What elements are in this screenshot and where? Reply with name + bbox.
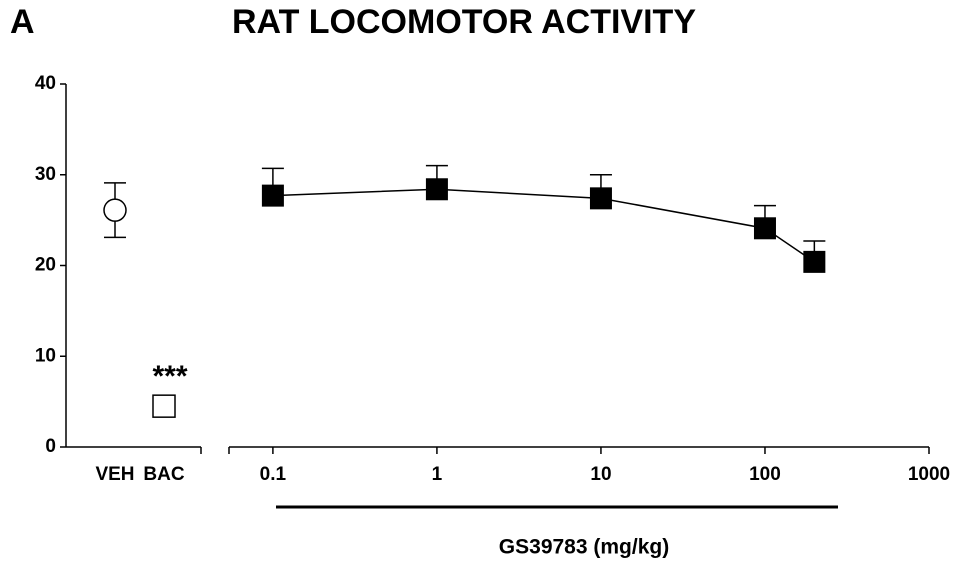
series-line — [272, 188, 815, 263]
marker — [803, 250, 826, 273]
annotation: *** — [152, 360, 187, 393]
marker — [103, 198, 127, 222]
x-tick-label: VEH — [95, 464, 134, 485]
y-tick-label: 40 — [35, 73, 56, 94]
chart-title: RAT LOCOMOTOR ACTIVITY — [232, 3, 696, 41]
y-tick-label: 0 — [45, 436, 56, 457]
x-tick-label: 1000 — [908, 464, 950, 485]
marker — [152, 394, 176, 418]
x-tick-label: BAC — [143, 464, 184, 485]
marker — [589, 187, 612, 210]
x-tick-label: 0.1 — [260, 464, 287, 485]
x-tick-label: 1 — [432, 464, 443, 485]
panel-label: A — [10, 3, 35, 41]
y-tick-label: 10 — [35, 345, 56, 366]
x-axis-label: GS39783 (mg/kg) — [499, 536, 669, 559]
marker — [425, 178, 448, 201]
marker — [261, 184, 284, 207]
x-tick-label: 10 — [590, 464, 611, 485]
marker — [753, 217, 776, 240]
x-tick-label: 100 — [749, 464, 781, 485]
y-tick-label: 20 — [35, 255, 56, 276]
y-tick-label: 30 — [35, 164, 56, 185]
